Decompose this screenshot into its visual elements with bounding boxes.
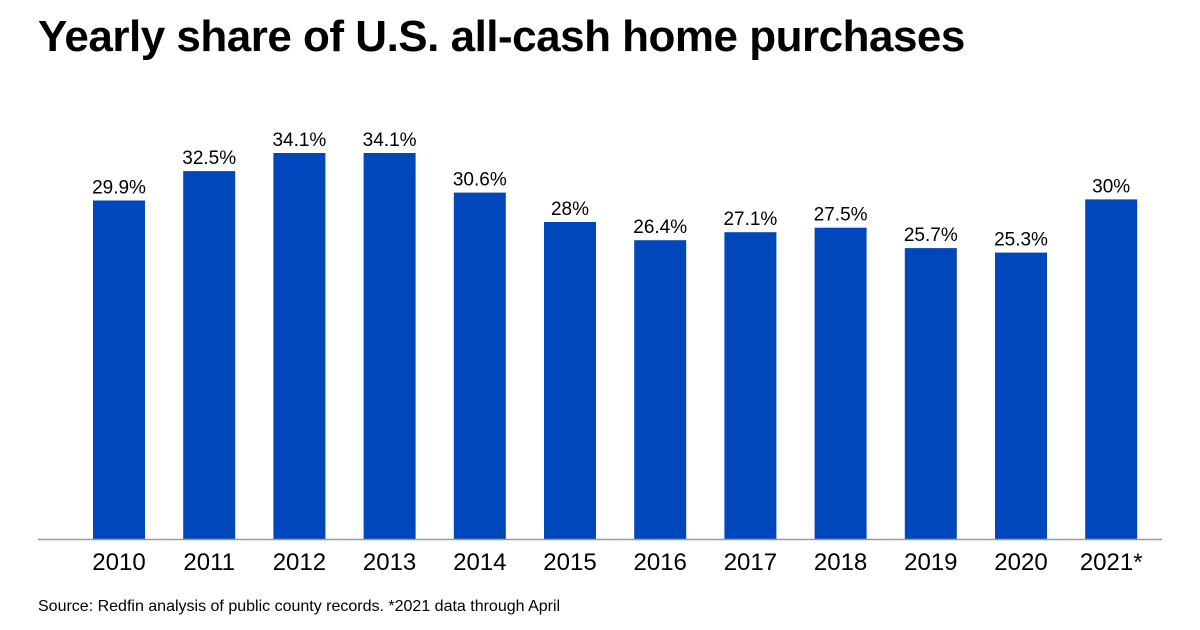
x-tick-label-2014: 2014 [453, 549, 506, 576]
data-label-2015: 28% [551, 199, 589, 220]
x-tick-label-2017: 2017 [724, 549, 777, 576]
bar-2018 [814, 227, 867, 539]
x-tick-label-2011: 2011 [183, 549, 235, 576]
x-tick-label-2021: 2021* [1080, 549, 1143, 576]
bar-2020 [995, 252, 1047, 539]
x-tick-label-2018: 2018 [814, 549, 867, 576]
data-label-2020: 25.3% [994, 230, 1048, 251]
bar-2021 [1085, 199, 1138, 539]
data-label-2012: 34.1% [272, 130, 326, 151]
x-tick-label-2016: 2016 [634, 549, 687, 576]
chart-title: Yearly share of U.S. all-cash home purch… [38, 12, 965, 61]
data-label-2017: 27.1% [723, 209, 777, 230]
x-tick-label-2010: 2010 [92, 549, 145, 576]
data-label-2010: 29.9% [92, 178, 146, 199]
x-tick-label-2012: 2012 [273, 549, 326, 576]
bar-2013 [363, 153, 416, 539]
bar-2019 [904, 248, 957, 539]
data-label-2014: 30.6% [453, 170, 507, 191]
bar-2016 [634, 240, 687, 539]
source-note: Source: Redfin analysis of public county… [38, 598, 561, 615]
bar-2010 [93, 200, 145, 539]
data-label-2018: 27.5% [814, 205, 868, 226]
bar-2015 [544, 222, 596, 539]
x-tick-label-2020: 2020 [994, 549, 1047, 576]
data-labels-group: 29.9% 32.5% 34.1% 34.1% 30.6% 28% 26.4% 27.1% 27… [92, 130, 1130, 251]
bar-2014 [453, 192, 506, 539]
data-label-2021: 30% [1092, 176, 1130, 197]
data-label-2011: 32.5% [182, 148, 236, 169]
bar-2012 [273, 153, 326, 539]
data-label-2019: 25.7% [904, 225, 958, 246]
bar-2011 [183, 171, 236, 539]
x-tick-label-2013: 2013 [363, 549, 416, 576]
x-tick-label-2019: 2019 [904, 549, 957, 576]
data-label-2013: 34.1% [363, 130, 417, 151]
x-tick-label-2015: 2015 [543, 549, 596, 576]
bars-group [93, 153, 1138, 539]
bar-2017 [724, 232, 777, 539]
data-label-2016: 26.4% [633, 217, 687, 238]
x-tick-labels-group: 2010 2011 2012 2013 2014 2015 2016 2017 2018 2019… [92, 549, 1142, 576]
